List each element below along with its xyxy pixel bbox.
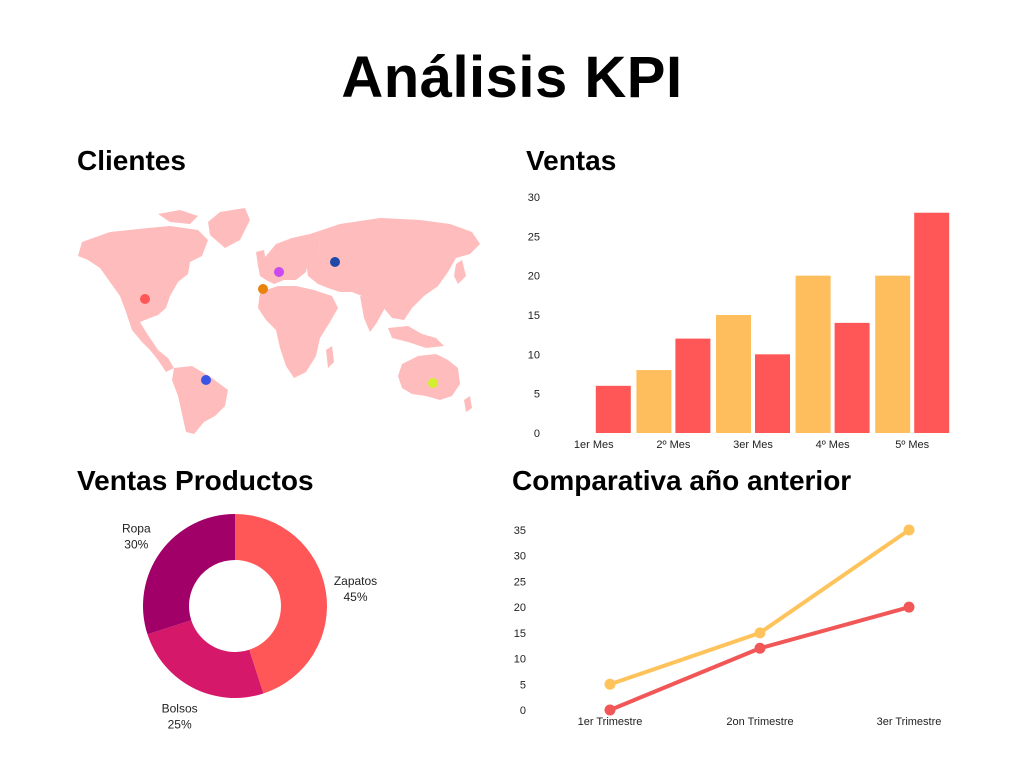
- bar-x-tick-label: 4º Mes: [816, 439, 850, 451]
- map-point-north-america: [140, 294, 150, 304]
- indonesia-shape: [388, 326, 444, 348]
- bar-y-tick-label: 20: [528, 271, 540, 283]
- bar-b-5: [914, 212, 950, 433]
- australia-shape: [398, 354, 460, 400]
- bar-y-tick-label: 5: [534, 389, 540, 401]
- bar-b-2: [675, 338, 711, 433]
- donut-slice-zapatos: [235, 514, 327, 694]
- bar-y-tick-label: 25: [528, 231, 540, 243]
- line-x-tick-label: 3er Trimestre: [877, 716, 942, 728]
- line-y-tick-label: 30: [514, 551, 526, 563]
- clients-title: Clientes: [77, 145, 186, 176]
- donut-pct-zapatos: 45%: [343, 590, 367, 604]
- bar-b-1: [595, 385, 631, 433]
- comparison-line-chart-panel: 0 5 10 15 20 25 30 35 1er Trimestre 2on Trimestre…: [500, 515, 970, 735]
- south-america-shape: [172, 366, 228, 434]
- europe-shape: [258, 234, 320, 284]
- product-sales-title: Ventas Productos: [77, 465, 314, 496]
- bar-b-3: [755, 354, 790, 433]
- line-series-b: [609, 605, 910, 712]
- line-y-tick-label: 35: [514, 525, 526, 537]
- bar-y-tick-label: 10: [528, 349, 540, 361]
- bar-y-tick-label: 0: [534, 428, 540, 440]
- bar-y-tick-label: 15: [528, 310, 540, 322]
- bar-x-tick-label: 1er Mes: [574, 439, 614, 451]
- bar-a-5: [875, 275, 911, 433]
- map-point-south-america: [201, 375, 211, 385]
- line-y-tick-label: 25: [514, 576, 526, 588]
- line-point-a-1: [604, 678, 616, 690]
- map-points: [140, 257, 438, 388]
- donut-slice-bolsos: [147, 620, 264, 698]
- asia-shape: [306, 218, 480, 320]
- bar-a-2: [636, 370, 672, 433]
- world-map: [78, 208, 480, 434]
- line-point-b-2: [754, 642, 766, 654]
- product-sales-donut-chart: Zapatos 45% Bolsos 25% Ropa 30%: [122, 514, 377, 732]
- madagascar-shape: [326, 346, 334, 368]
- comparison-title: Comparativa año anterior: [512, 465, 852, 496]
- donut-pct-ropa: 30%: [124, 537, 148, 551]
- line-point-a-3: [903, 524, 915, 536]
- bar-x-tick-label: 5º Mes: [895, 439, 929, 451]
- donut-label-ropa: Ropa: [122, 521, 151, 535]
- india-shape: [360, 296, 386, 332]
- sales-title: Ventas: [526, 145, 617, 176]
- donut-label-bolsos: Bolsos: [162, 702, 198, 716]
- new-zealand-shape: [464, 396, 472, 412]
- page-title: Análisis KPI: [341, 45, 683, 110]
- bar-a-4: [795, 275, 831, 433]
- world-map-panel: [70, 200, 490, 435]
- map-point-russia: [330, 257, 340, 267]
- line-y-tick-label: 10: [514, 654, 526, 666]
- arctic-islands-shape: [158, 210, 198, 224]
- map-point-australia: [428, 378, 438, 388]
- line-point-a-2: [754, 627, 766, 639]
- line-point-b-3: [903, 601, 915, 613]
- japan-shape: [454, 260, 466, 284]
- map-point-western-europe: [258, 284, 268, 294]
- bar-y-tick-label: 30: [528, 192, 540, 204]
- africa-shape: [258, 286, 338, 378]
- bar-b-4: [834, 322, 870, 433]
- uk-shape: [256, 250, 266, 266]
- greenland-shape: [208, 208, 250, 248]
- product-sales-donut-panel: Zapatos 45% Bolsos 25% Ropa 30%: [100, 500, 420, 740]
- bar-x-tick-label: 2º Mes: [656, 439, 690, 451]
- line-y-tick-label: 20: [514, 602, 526, 614]
- bar-a-3: [716, 315, 751, 433]
- comparison-line-chart: 0 5 10 15 20 25 30 35 1er Trimestre 2on Trimestre…: [514, 524, 942, 728]
- line-y-tick-label: 0: [520, 705, 526, 717]
- donut-slice-ropa: [142, 514, 235, 635]
- map-land: [78, 208, 480, 434]
- line-x-tick-label: 2on Trimestre: [726, 716, 793, 728]
- donut-label-zapatos: Zapatos: [334, 574, 377, 588]
- line-x-tick-label: 1er Trimestre: [578, 716, 643, 728]
- line-y-tick-label: 15: [514, 628, 526, 640]
- donut-pct-bolsos: 25%: [168, 718, 192, 732]
- map-point-central-europe: [274, 267, 284, 277]
- line-point-b-1: [604, 704, 616, 716]
- line-series-a: [609, 528, 911, 687]
- sales-bar-chart: 0 5 10 15 20 25 30 1er Mes 2º Mes 3er Mes 4º Mes 5º…: [528, 192, 950, 451]
- sales-bar-chart-panel: 0 5 10 15 20 25 30 1er Mes 2º Mes 3er Mes 4º Mes 5º…: [512, 185, 962, 455]
- line-y-tick-label: 5: [520, 679, 526, 691]
- bar-x-tick-label: 3er Mes: [733, 439, 773, 451]
